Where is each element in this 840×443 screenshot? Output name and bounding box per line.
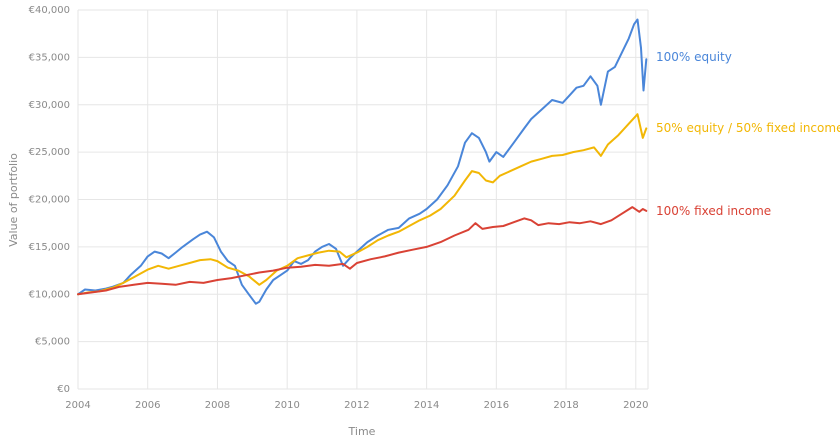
y-tick-label: €30,000 (29, 100, 70, 111)
x-tick-label: 2008 (205, 400, 230, 411)
x-tick-label: 2010 (274, 400, 299, 411)
x-tick-label: 2018 (553, 400, 578, 411)
y-tick-label: €25,000 (29, 147, 70, 158)
series-labels: 100% equity 50% equity / 50% fixed income… (656, 50, 840, 218)
y-tick-label: €5,000 (35, 337, 70, 348)
series-line-50-equity-50-fixed-income (77, 113, 648, 296)
y-tick-label: €40,000 (29, 5, 70, 16)
series-label-100-equity: 100% equity (656, 50, 732, 64)
series-label-100-fixed-income: 100% fixed income (656, 204, 771, 218)
x-tick-label: 2020 (623, 400, 648, 411)
x-axis-ticks: 2004 2006 2008 2010 2012 2014 2016 2018 2020 (65, 400, 648, 411)
y-axis-ticks: €0 €5,000 €10,000 €15,000 €20,000 €25,000 €30,… (29, 5, 70, 395)
y-tick-label: €10,000 (29, 289, 70, 300)
series-line-100-fixed-income (77, 206, 648, 296)
y-tick-label: €15,000 (29, 242, 70, 253)
x-tick-label: 2006 (135, 400, 160, 411)
series-label-50-equity-50-fixed-income: 50% equity / 50% fixed income (656, 121, 840, 135)
grid-lines (77, 9, 649, 390)
y-tick-label: €0 (57, 384, 70, 395)
x-tick-label: 2012 (344, 400, 369, 411)
y-tick-label: €35,000 (29, 52, 70, 63)
x-tick-label: 2016 (484, 400, 509, 411)
x-tick-label: 2014 (414, 400, 439, 411)
x-axis-title: Time (348, 425, 376, 438)
y-tick-label: €20,000 (29, 195, 70, 206)
y-axis-title: Value of portfolio (7, 153, 20, 247)
series-lines (77, 18, 648, 305)
x-tick-label: 2004 (65, 400, 90, 411)
